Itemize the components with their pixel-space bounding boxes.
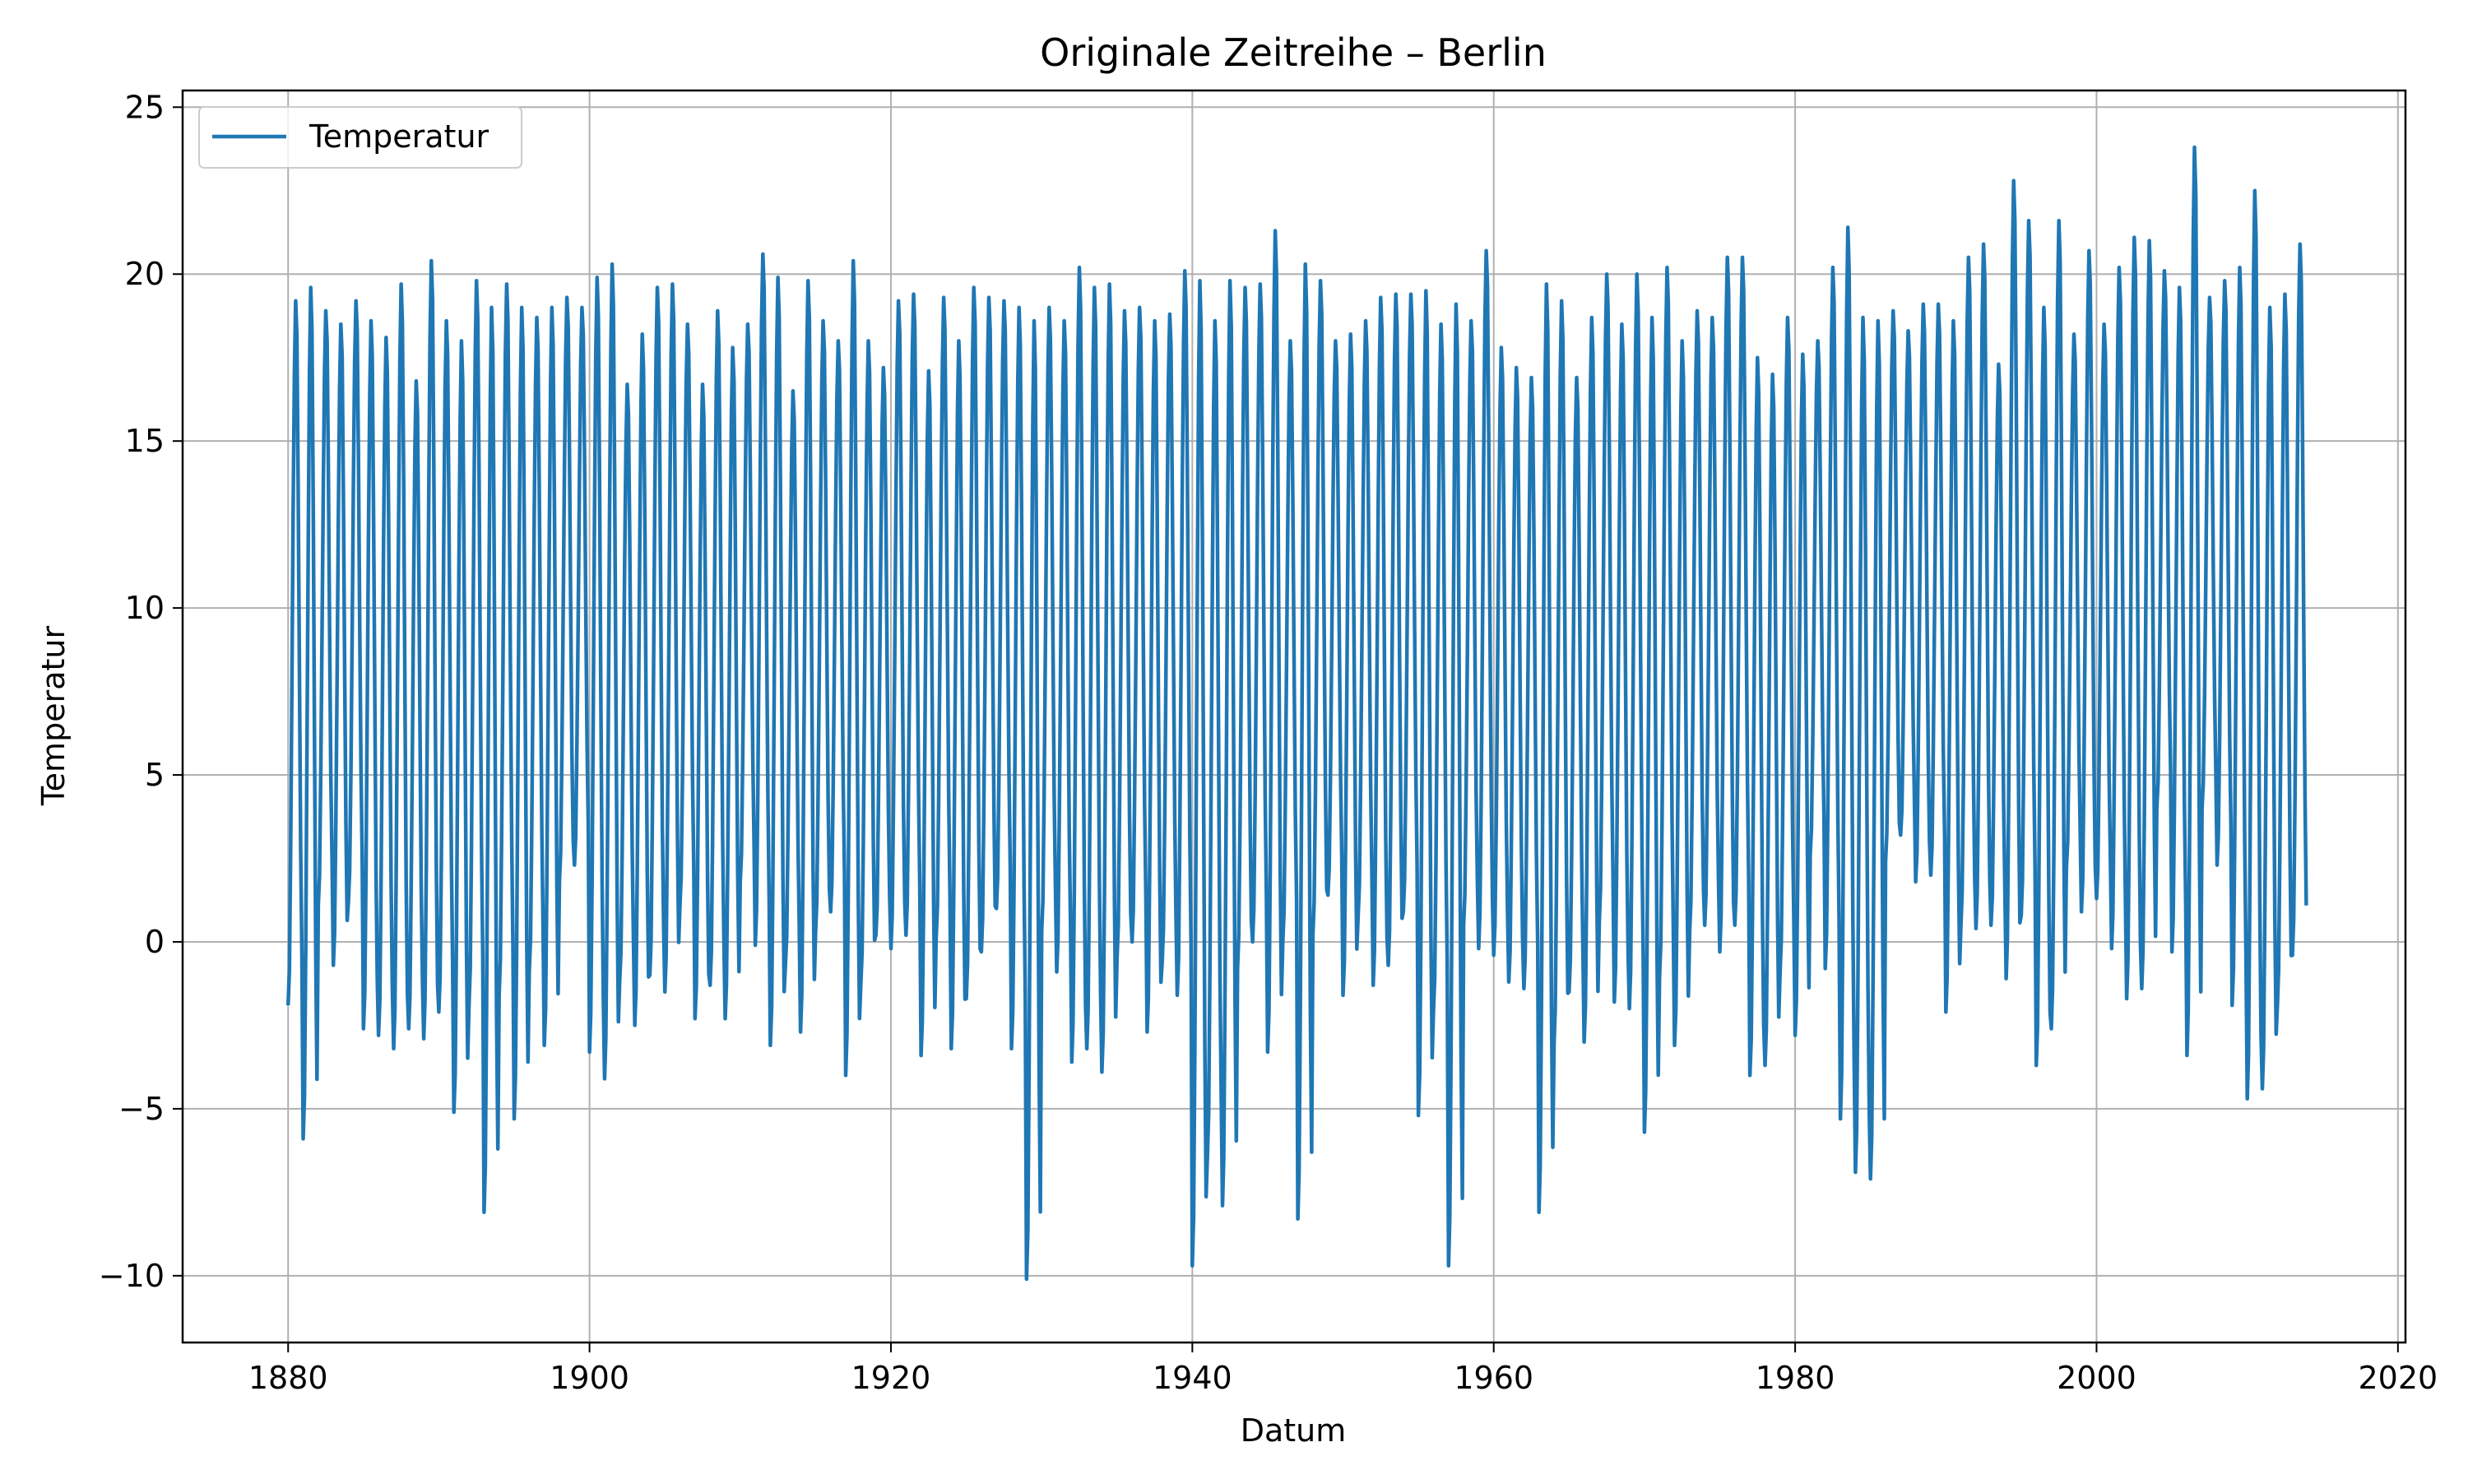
y-tick-label: 20	[125, 256, 165, 292]
legend-label: Temperatur	[308, 118, 489, 155]
y-tick-label: −10	[99, 1258, 165, 1294]
y-tick-label: −5	[118, 1091, 165, 1127]
legend-box	[198, 106, 522, 169]
y-tick-label: 0	[145, 924, 165, 960]
x-tick-label: 1900	[550, 1360, 629, 1396]
legend: Temperatur	[198, 106, 522, 169]
x-tick-label: 2000	[2057, 1360, 2136, 1396]
x-axis-ticks: 1880 1900 1920 1940 1960 1980 2000 2020	[248, 1343, 2438, 1396]
x-tick-label: 1980	[1756, 1360, 1835, 1396]
plot-area	[181, 89, 2407, 1344]
chart-title: Originale Zeitreihe – Berlin	[1040, 30, 1547, 75]
x-tick-label: 1880	[248, 1360, 328, 1396]
x-axis-label: Datum	[1241, 1412, 1347, 1449]
series-layer	[285, 145, 2308, 1282]
y-tick-label: 5	[145, 757, 165, 793]
y-axis-ticks: −10 −5 0 5 10 15 20 25	[99, 89, 183, 1294]
y-axis-label: Temperatur	[35, 626, 72, 807]
y-tick-label: 15	[125, 423, 165, 459]
series-line-temperatur	[285, 145, 2308, 1282]
y-tick-label: 10	[125, 590, 165, 626]
plot-frame	[181, 89, 2407, 1344]
x-tick-label: 1960	[1454, 1360, 1533, 1396]
y-tick-label: 25	[125, 89, 165, 125]
x-tick-label: 1920	[851, 1360, 931, 1396]
x-tick-label: 2020	[2358, 1360, 2438, 1396]
x-tick-label: 1940	[1153, 1360, 1232, 1396]
